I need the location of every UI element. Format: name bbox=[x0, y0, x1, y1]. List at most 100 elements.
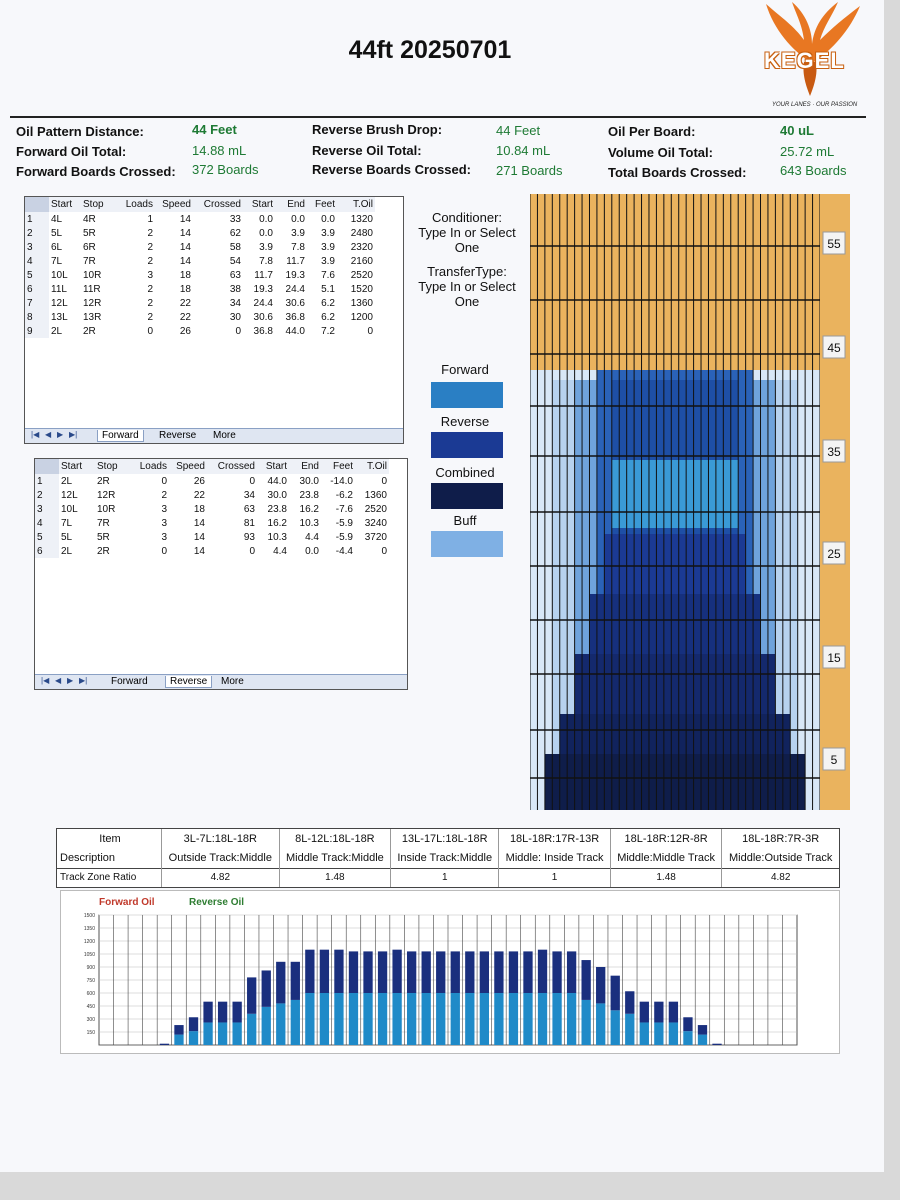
grid-cell[interactable]: 24.4 bbox=[253, 297, 273, 309]
grid-cell[interactable]: 24.4 bbox=[285, 283, 305, 295]
grid-cell[interactable]: 5L bbox=[61, 531, 73, 543]
grid-cell[interactable]: 18 bbox=[193, 503, 205, 515]
grid-cell[interactable]: 10.3 bbox=[299, 517, 319, 529]
grid-cell[interactable]: 30.6 bbox=[285, 297, 305, 309]
grid-cell[interactable]: 14 bbox=[179, 255, 191, 267]
grid-cell[interactable]: 81 bbox=[243, 517, 255, 529]
grid-row[interactable]: 2 12L 12R 2 22 34 30.0 23.8 -6.2 1360 bbox=[35, 488, 389, 502]
grid-cell[interactable]: 18 bbox=[179, 283, 191, 295]
tab-reverse[interactable]: Reverse bbox=[159, 430, 197, 441]
grid-cell[interactable]: 10L bbox=[51, 269, 68, 281]
grid-cell[interactable]: 2480 bbox=[350, 227, 373, 239]
grid-cell[interactable]: 3.9 bbox=[321, 255, 335, 267]
grid-cell[interactable]: 1200 bbox=[350, 311, 373, 323]
grid-cell[interactable]: 30.0 bbox=[299, 475, 319, 487]
grid-cell[interactable]: 0 bbox=[381, 545, 387, 557]
grid-cell[interactable]: 3.9 bbox=[291, 227, 305, 239]
grid-cell[interactable]: 0.0 bbox=[259, 213, 273, 225]
grid-cell[interactable]: 34 bbox=[229, 297, 241, 309]
tab-forward[interactable]: Forward bbox=[97, 430, 144, 442]
grid-cell[interactable]: 3 bbox=[147, 269, 153, 281]
grid-cell[interactable]: -5.9 bbox=[335, 531, 353, 543]
grid-cell[interactable]: 3 bbox=[161, 531, 167, 543]
grid-cell[interactable]: 14 bbox=[179, 213, 191, 225]
grid-row[interactable]: 1 2L 2R 0 26 0 44.0 30.0 -14.0 0 bbox=[35, 474, 389, 488]
grid-cell[interactable]: 19.3 bbox=[285, 269, 305, 281]
grid-cell[interactable]: 38 bbox=[229, 283, 241, 295]
grid-cell[interactable]: 1360 bbox=[364, 489, 387, 501]
conditioner-field[interactable]: Conditioner: Type In or Select One bbox=[392, 210, 542, 255]
grid-cell[interactable]: 3720 bbox=[364, 531, 387, 543]
grid-cell[interactable]: 23.8 bbox=[299, 489, 319, 501]
grid-cell[interactable]: 4L bbox=[51, 213, 63, 225]
grid-cell[interactable]: 0 bbox=[381, 475, 387, 487]
grid-cell[interactable]: 1 bbox=[147, 213, 153, 225]
grid-cell[interactable]: 1520 bbox=[350, 283, 373, 295]
grid-cell[interactable]: 62 bbox=[229, 227, 241, 239]
grid-cell[interactable]: 0.0 bbox=[305, 545, 319, 557]
grid-cell[interactable]: 0 bbox=[161, 475, 167, 487]
tab-more[interactable]: More bbox=[213, 430, 236, 441]
grid-cell[interactable]: 7L bbox=[61, 517, 73, 529]
grid-cell[interactable]: 10L bbox=[61, 503, 78, 515]
grid-cell[interactable]: 7R bbox=[83, 255, 96, 267]
grid-cell[interactable]: 4.4 bbox=[305, 531, 319, 543]
grid-cell[interactable]: 2R bbox=[97, 475, 110, 487]
grid-cell[interactable]: 12L bbox=[61, 489, 78, 501]
tab-reverse[interactable]: Reverse bbox=[165, 676, 213, 688]
grid-cell[interactable]: 22 bbox=[193, 489, 205, 501]
grid-cell[interactable]: 14 bbox=[193, 531, 205, 543]
grid-cell[interactable]: 2 bbox=[147, 297, 153, 309]
grid-cell[interactable]: 36.8 bbox=[285, 311, 305, 323]
grid-cell[interactable]: 2520 bbox=[350, 269, 373, 281]
grid-cell[interactable]: 10R bbox=[83, 269, 102, 281]
grid-cell[interactable]: 7.8 bbox=[291, 241, 305, 253]
grid-cell[interactable]: 13R bbox=[83, 311, 102, 323]
grid-cell[interactable]: 30.6 bbox=[253, 311, 273, 323]
grid-cell[interactable]: 2 bbox=[161, 489, 167, 501]
prev-sheet-icon[interactable]: ◀ bbox=[55, 676, 62, 685]
grid-cell[interactable]: 3240 bbox=[364, 517, 387, 529]
forward-load-grid[interactable]: Start Stop Loads Speed Crossed Start End… bbox=[24, 196, 404, 444]
transfer-type-field[interactable]: TransferType: Type In or Select One bbox=[392, 264, 542, 309]
grid-cell[interactable]: 23.8 bbox=[267, 503, 287, 515]
grid-cell[interactable]: 0.0 bbox=[321, 213, 335, 225]
grid-cell[interactable]: 19.3 bbox=[253, 283, 273, 295]
tab-forward[interactable]: Forward bbox=[111, 676, 148, 687]
prev-sheet-icon[interactable]: ◀ bbox=[45, 430, 52, 439]
grid-cell[interactable]: 10R bbox=[97, 503, 116, 515]
grid-cell[interactable]: 2 bbox=[147, 283, 153, 295]
grid-cell[interactable]: 12R bbox=[83, 297, 102, 309]
grid-cell[interactable]: 5R bbox=[83, 227, 96, 239]
grid-row[interactable]: 5 10L 10R 3 18 63 11.7 19.3 7.6 2520 bbox=[25, 268, 375, 282]
grid-cell[interactable]: 3 bbox=[161, 517, 167, 529]
next-sheet-icon[interactable]: ▶ bbox=[67, 676, 74, 685]
grid-cell[interactable]: 0 bbox=[249, 475, 255, 487]
grid-cell[interactable]: 6L bbox=[51, 241, 63, 253]
grid-cell[interactable]: 93 bbox=[243, 531, 255, 543]
grid-cell[interactable]: 0 bbox=[161, 545, 167, 557]
first-sheet-icon[interactable]: |◀ bbox=[31, 430, 40, 439]
grid-row[interactable]: 3 6L 6R 2 14 58 3.9 7.8 3.9 2320 bbox=[25, 240, 375, 254]
grid-cell[interactable]: 5L bbox=[51, 227, 63, 239]
grid-cell[interactable]: 6R bbox=[83, 241, 96, 253]
grid-cell[interactable]: -4.4 bbox=[335, 545, 353, 557]
grid-cell[interactable]: 16.2 bbox=[299, 503, 319, 515]
grid-row[interactable]: 6 2L 2R 0 14 0 4.4 0.0 -4.4 0 bbox=[35, 544, 389, 558]
grid-cell[interactable]: 14 bbox=[193, 517, 205, 529]
grid-cell[interactable]: 0 bbox=[235, 325, 241, 337]
grid-row[interactable]: 5 5L 5R 3 14 93 10.3 4.4 -5.9 3720 bbox=[35, 530, 389, 544]
grid-cell[interactable]: 2L bbox=[61, 475, 73, 487]
grid-cell[interactable]: 2 bbox=[147, 311, 153, 323]
grid-cell[interactable]: 22 bbox=[179, 297, 191, 309]
grid-cell[interactable]: 2160 bbox=[350, 255, 373, 267]
grid-cell[interactable]: 2R bbox=[97, 545, 110, 557]
grid-cell[interactable]: 3.9 bbox=[321, 227, 335, 239]
grid-cell[interactable]: 26 bbox=[193, 475, 205, 487]
grid-cell[interactable]: 44.0 bbox=[285, 325, 305, 337]
grid-cell[interactable]: 0.0 bbox=[291, 213, 305, 225]
grid-cell[interactable]: 5R bbox=[97, 531, 110, 543]
grid-cell[interactable]: 44.0 bbox=[267, 475, 287, 487]
grid-cell[interactable]: 11L bbox=[51, 283, 67, 295]
grid-cell[interactable]: 2320 bbox=[350, 241, 373, 253]
